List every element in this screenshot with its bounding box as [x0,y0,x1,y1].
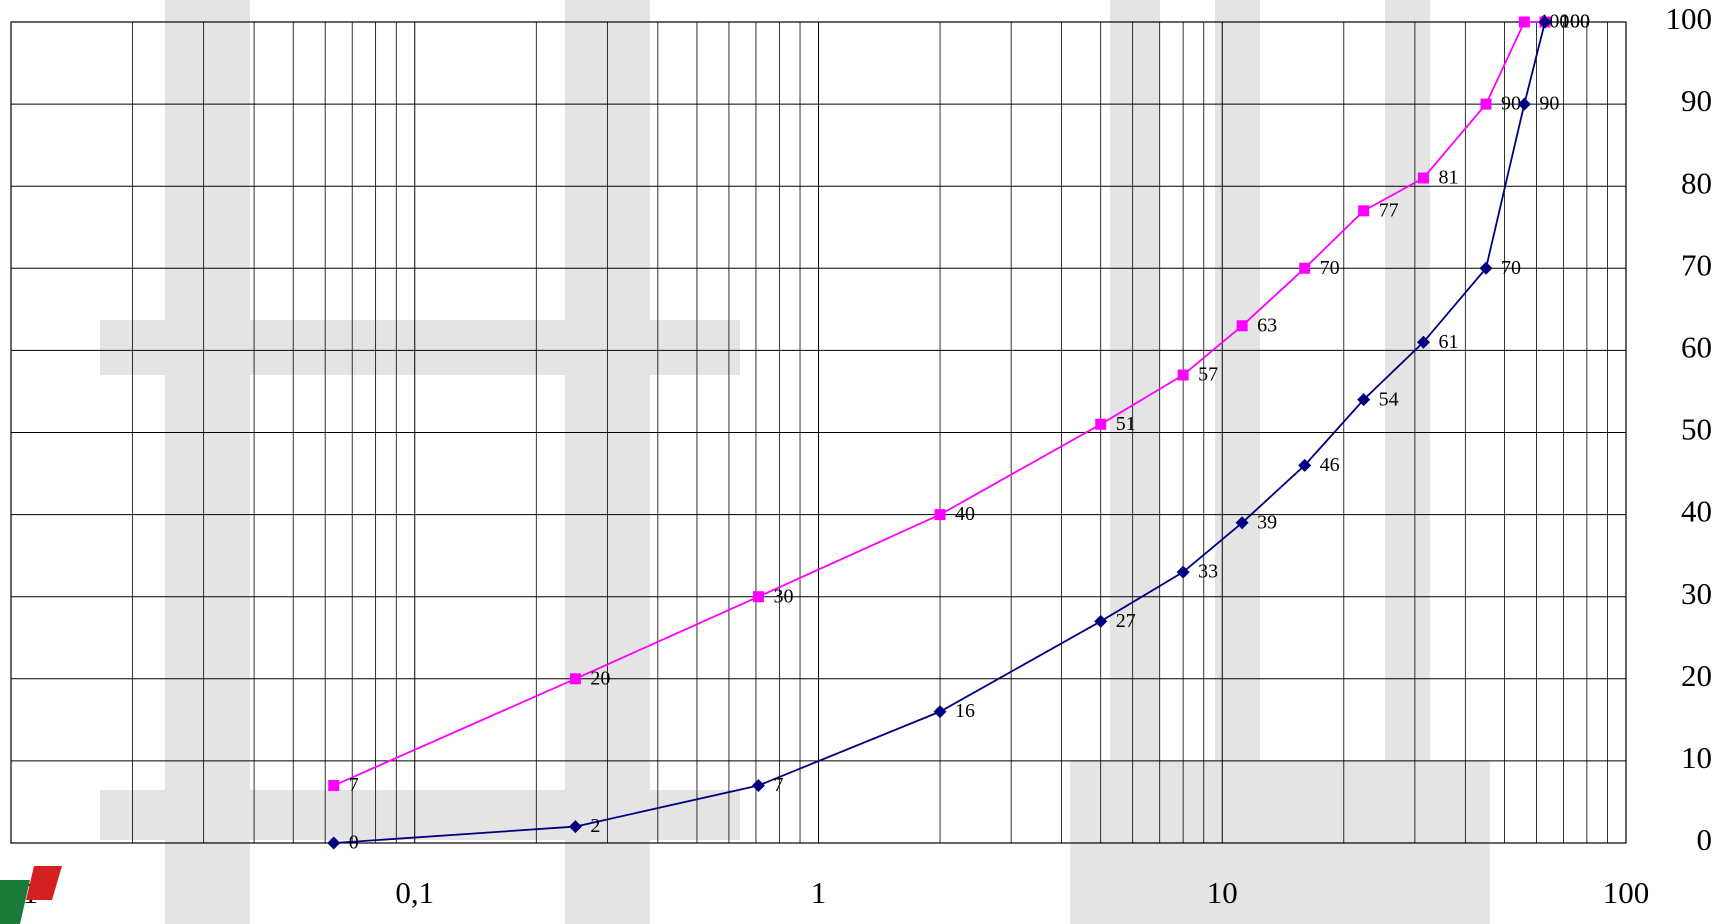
marker [1358,205,1369,216]
data-label: 16 [955,700,975,722]
y-tick-label: 100 [1666,1,1713,36]
marker [1418,172,1429,183]
y-tick-label: 70 [1681,247,1712,282]
marker [1178,370,1189,381]
marker [1480,99,1491,110]
x-tick-label: 1 [811,875,827,910]
x-tick-label: 0,1 [395,875,434,910]
marker [935,509,946,520]
marker [1095,419,1106,430]
data-label: 2 [590,815,600,837]
data-label: 77 [1379,199,1399,221]
marker [934,705,947,718]
data-label: 100 [1560,11,1590,33]
y-tick-label: 10 [1681,740,1712,775]
data-label: 27 [1116,610,1136,632]
data-label: 0 [349,832,359,854]
marker [753,591,764,602]
y-tick-label: 80 [1681,165,1712,200]
data-label: 40 [955,503,975,525]
y-tick-label: 30 [1681,576,1712,611]
data-label: 54 [1379,388,1399,410]
data-label: 20 [590,667,610,689]
y-tick-label: 50 [1681,412,1712,447]
data-label: 39 [1257,511,1277,533]
data-label: 7 [349,774,359,796]
marker [1237,320,1248,331]
data-label: 7 [773,774,783,796]
marker [1299,263,1310,274]
x-tick-label: 10 [1207,875,1238,910]
x-tick-label: 100 [1603,875,1650,910]
y-tick-label: 60 [1681,330,1712,365]
data-label: 81 [1438,167,1458,189]
data-label: 57 [1198,364,1218,386]
marker [1094,615,1107,628]
y-tick-label: 0 [1697,822,1713,857]
marker [1519,17,1530,28]
y-tick-label: 20 [1681,658,1712,693]
marker [570,673,581,684]
data-label: 70 [1501,257,1521,279]
data-label: 90 [1501,93,1521,115]
data-label: 46 [1320,454,1340,476]
data-label: 51 [1116,413,1136,435]
data-label: 61 [1438,331,1458,353]
data-label: 90 [1539,93,1559,115]
marker [752,779,765,792]
y-tick-label: 40 [1681,494,1712,529]
marker [328,780,339,791]
data-label: 30 [773,585,793,607]
chart: 01020304050607080901000,010,1110100 7203… [0,0,1730,924]
data-label: 33 [1198,561,1218,583]
watermark [100,0,1490,924]
y-tick-label: 90 [1681,83,1712,118]
data-label: 63 [1257,314,1277,336]
data-label: 70 [1320,257,1340,279]
